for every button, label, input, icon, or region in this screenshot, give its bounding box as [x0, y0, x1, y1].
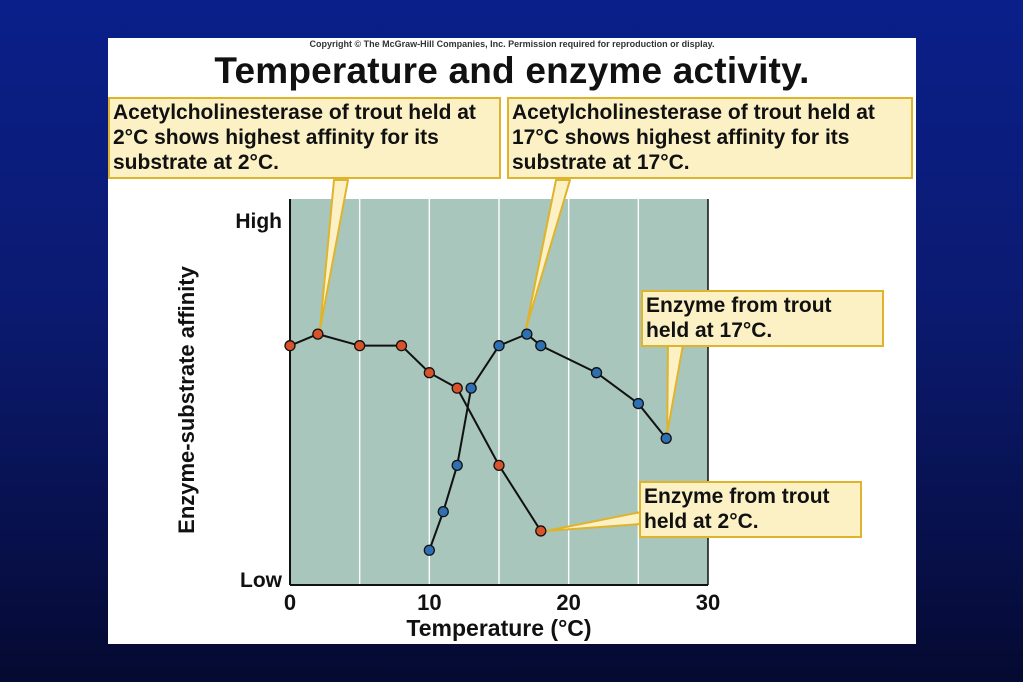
series-points [284, 328, 672, 556]
point-trout-17c-6 [535, 340, 547, 352]
point-trout-17c-5 [521, 328, 533, 340]
point-trout-2c-1 [312, 328, 324, 340]
point-trout-17c-1 [437, 506, 449, 518]
point-trout-17c-9 [660, 432, 672, 444]
series-line-trout-2c [289, 333, 542, 532]
series-line-trout-17c [428, 332, 667, 551]
callout-enzyme-17c: Enzyme from trout held at 17°C. [641, 290, 884, 347]
callout-trout-2c-summary: Acetylcholinesterase of trout held at 2°… [108, 97, 501, 179]
pointer-trout-2c-summary [318, 179, 349, 332]
x-axis-title: Temperature (°C) [406, 615, 591, 641]
callout-trout-17c-summary: Acetylcholinesterase of trout held at 17… [507, 97, 913, 179]
point-trout-17c-7 [590, 367, 603, 379]
point-trout-2c-4 [423, 367, 435, 379]
callout-enzyme-2c: Enzyme from trout held at 2°C. [639, 481, 862, 538]
point-trout-2c-0 [284, 340, 296, 352]
series-lines [289, 332, 667, 551]
callout-pointers [318, 179, 685, 532]
x-tick-label-0: 0 [284, 590, 296, 615]
chart: 0 10 20 30 High Low Temperature (°C) Enzyme-sub… [174, 179, 720, 641]
pointer-trout-17c-summary [524, 179, 571, 331]
x-tick-label-20: 20 [556, 590, 580, 615]
y-tick-label-low: Low [240, 569, 283, 592]
axis-labels: 0 10 20 30 High Low Temperature (°C) Enzyme-sub… [174, 210, 720, 641]
point-trout-17c-2 [451, 459, 463, 471]
x-tick-label-10: 10 [417, 590, 441, 615]
point-trout-2c-7 [535, 525, 547, 537]
point-trout-2c-2 [354, 340, 366, 352]
point-trout-17c-4 [493, 340, 505, 352]
slide-title: Temperature and enzyme activity. [214, 50, 810, 91]
point-trout-17c-0 [423, 544, 435, 556]
copyright-notice: Copyright © The McGraw-Hill Companies, I… [309, 39, 715, 49]
y-tick-label-high: High [235, 210, 282, 233]
y-axis-title: Enzyme-substrate affinity [174, 265, 199, 533]
x-tick-label-30: 30 [696, 590, 720, 615]
point-trout-2c-3 [395, 340, 408, 352]
point-trout-17c-3 [465, 382, 477, 394]
slide: Copyright © The McGraw-Hill Companies, I… [108, 38, 916, 644]
point-trout-2c-6 [493, 459, 505, 471]
point-trout-2c-5 [451, 382, 463, 394]
point-trout-17c-8 [632, 397, 644, 410]
